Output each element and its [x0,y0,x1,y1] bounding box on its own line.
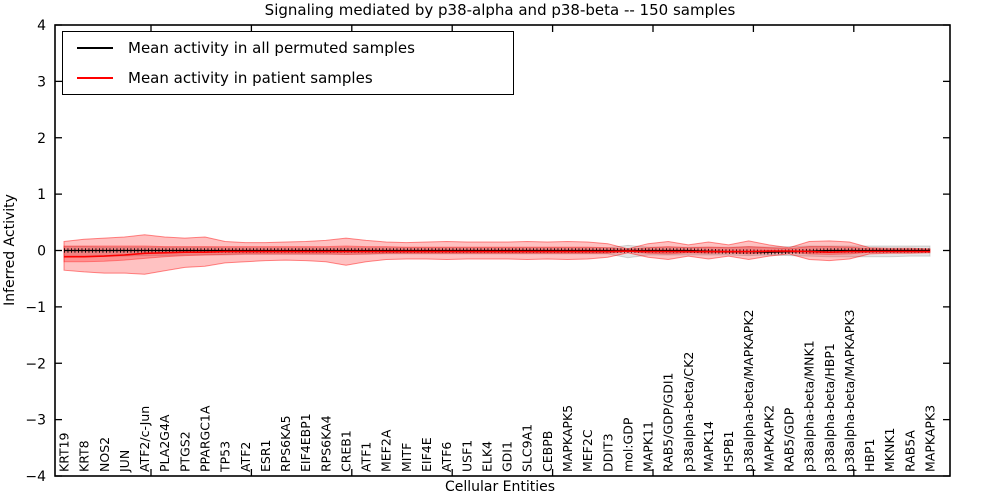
entity-label: PLA2G4A [157,414,172,472]
permuted-line-swatch [77,46,113,49]
y-tick-label: −2 [25,356,46,372]
entity-label: DDIT3 [600,433,615,472]
legend-label-permuted: Mean activity in all permuted samples [128,38,415,57]
y-tick-label: 3 [37,74,46,90]
entity-label: ELK4 [479,441,494,472]
entity-label: p38alpha-beta/CK2 [681,352,696,472]
legend-label-patient: Mean activity in patient samples [128,69,373,88]
entity-label: EIF4E [419,437,434,472]
entity-label: RPS6KA4 [318,415,333,472]
entity-label: CREB1 [339,430,354,472]
entity-label: TP53 [218,441,233,473]
x-axis-label: Cellular Entities [444,479,556,495]
entity-label: CEBPB [540,431,555,472]
entity-label: ATF6 [439,442,454,472]
legend-item-permuted: Mean activity in all permuted samples [63,33,513,63]
entity-label: KRT8 [77,440,92,472]
y-tick-label: 4 [37,18,46,34]
entity-label: MITF [399,443,414,472]
entity-label: MAPK11 [641,421,656,472]
entity-label: NOS2 [97,437,112,472]
entity-label: HSPB1 [721,431,736,472]
entity-label: RAB5/GDP [782,407,797,472]
entity-label: ESR1 [258,440,273,472]
entity-label: MAPKAPK2 [761,405,776,472]
entity-label: JUN [117,450,132,473]
entity-label: p38alpha-beta/MAPKAPK2 [741,310,756,473]
y-tick-label: 1 [37,187,46,203]
legend-item-patient: Mean activity in patient samples [63,63,513,93]
patient-samples-range-outer-band [63,234,931,275]
entity-label: PPARGC1A [198,405,213,472]
entity-label: PTGS2 [177,431,192,472]
y-tick-label: 0 [37,244,46,260]
entity-label: KRT19 [57,432,72,472]
patient-line-swatch [77,77,113,80]
entity-label: USF1 [459,440,474,472]
entity-label: ATF2 [238,442,253,472]
entity-label: RAB5A [902,430,917,472]
entity-label: p38alpha-beta/MAPKAPK3 [842,310,857,473]
patient-mean-line [64,250,930,258]
y-tick-label: 2 [37,131,46,147]
entity-label: EIF4EBP1 [298,413,313,472]
entity-label: GDI1 [500,441,515,472]
entity-label: HBP1 [862,439,877,472]
entity-label: ATF2/c-Jun [137,406,152,472]
y-tick-label: −1 [25,300,46,316]
entity-label: mol:GDP [620,417,635,472]
entity-label: RAB5/GDP/GDI1 [661,373,676,472]
entity-label: MKNK1 [882,428,897,472]
entity-label: ATF1 [359,442,374,472]
entity-label: RPS6KA5 [278,415,293,472]
entity-label: MAPK14 [701,421,716,472]
legend: Mean activity in all permuted samples Me… [62,31,514,95]
entity-label: p38alpha-beta/MNK1 [802,340,817,472]
chart-title: Signaling mediated by p38-alpha and p38-… [264,1,736,19]
entity-label: MAPKAPK5 [560,405,575,472]
entity-label: SLC9A1 [520,424,535,472]
entity-label: MAPKAPK3 [923,405,938,472]
entity-label: MEF2A [379,429,394,472]
y-tick-label: −3 [25,413,46,429]
entity-label: p38alpha-beta/HBP1 [822,343,837,472]
y-tick-label: −4 [25,469,46,485]
entity-label: MEF2C [580,429,595,472]
